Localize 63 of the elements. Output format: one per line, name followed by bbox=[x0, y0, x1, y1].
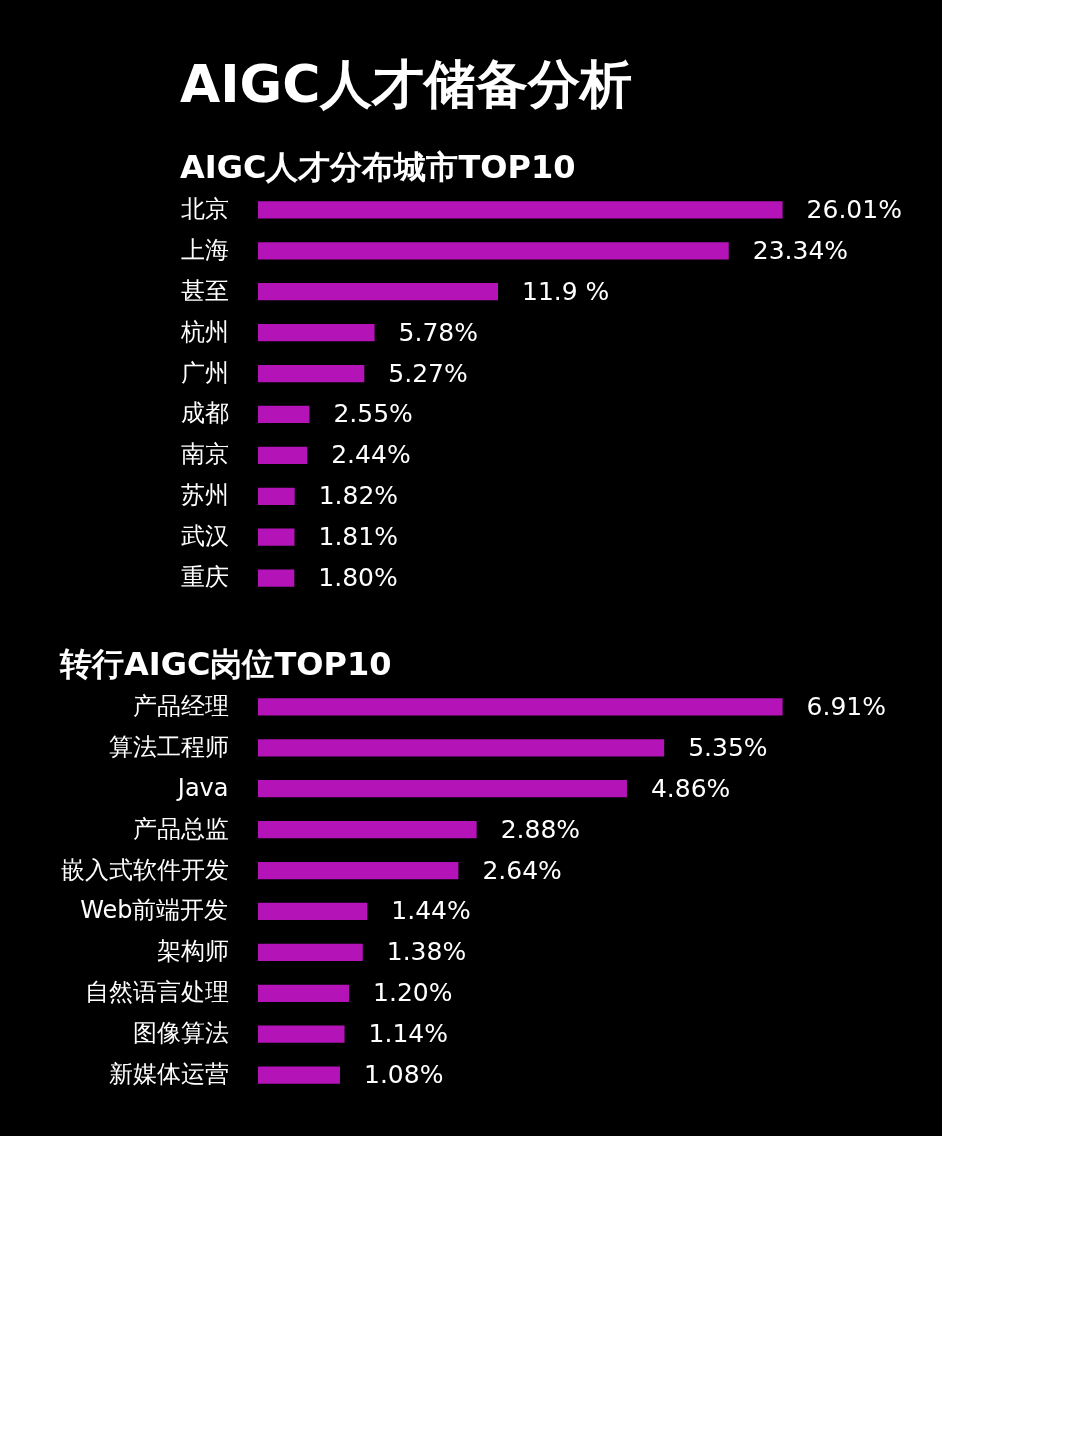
y-tick-label: 甚至 bbox=[180, 276, 229, 305]
bar bbox=[258, 283, 499, 301]
data-label: 1.82% bbox=[318, 481, 399, 511]
y-tick-label: 北京 bbox=[180, 194, 229, 223]
y-tick-label: 嵌入式软件开发 bbox=[60, 855, 229, 884]
bar bbox=[258, 943, 363, 961]
y-tick-label: 自然语言处理 bbox=[84, 978, 229, 1007]
bar bbox=[258, 364, 365, 383]
data-label: 1.14% bbox=[368, 1019, 448, 1049]
data-label: 2.55% bbox=[333, 399, 413, 429]
y-tick-label: Web前端开发 bbox=[80, 896, 229, 925]
y-tick-label: 成都 bbox=[180, 399, 229, 428]
bar bbox=[258, 1025, 345, 1043]
bar bbox=[258, 242, 729, 260]
data-label: 2.64% bbox=[482, 855, 562, 885]
bar bbox=[258, 446, 308, 464]
bar bbox=[258, 780, 627, 798]
bar bbox=[258, 902, 368, 921]
data-label: 5.78% bbox=[398, 317, 478, 347]
y-tick-label: 产品总监 bbox=[132, 814, 229, 843]
data-label: 5.27% bbox=[388, 358, 468, 388]
bar bbox=[258, 405, 310, 424]
chart-title: AIGC人才储备分析 bbox=[180, 54, 633, 114]
y-tick-label: 重庆 bbox=[180, 563, 229, 592]
bar bbox=[258, 528, 295, 546]
bar bbox=[258, 861, 459, 880]
chart-subtitle: AIGC人才分布城市TOP10 bbox=[180, 148, 576, 186]
bar bbox=[258, 821, 477, 839]
y-tick-label: 架构师 bbox=[156, 937, 229, 966]
y-tick-label: 产品经理 bbox=[132, 691, 229, 720]
data-label: 4.86% bbox=[650, 773, 731, 803]
data-label: 1.08% bbox=[363, 1060, 444, 1090]
bar bbox=[258, 487, 295, 505]
y-tick-label: 上海 bbox=[180, 235, 229, 264]
data-label: 2.44% bbox=[331, 440, 411, 470]
bar bbox=[258, 569, 295, 587]
bar bbox=[258, 324, 375, 342]
chart-title: 转行AIGC岗位TOP10 bbox=[59, 645, 392, 683]
data-label: 23.34% bbox=[752, 235, 849, 265]
data-label: 1.38% bbox=[386, 937, 467, 967]
bar bbox=[258, 984, 350, 1002]
data-label: 1.44% bbox=[391, 896, 471, 926]
data-label: 1.80% bbox=[318, 563, 398, 593]
data-label: 1.81% bbox=[318, 522, 398, 552]
bar bbox=[258, 739, 665, 757]
y-tick-label: 杭州 bbox=[179, 317, 229, 346]
y-tick-label: 苏州 bbox=[180, 481, 229, 510]
y-tick-label: 图像算法 bbox=[132, 1019, 229, 1048]
y-tick-label: 武汉 bbox=[180, 522, 229, 551]
bar bbox=[258, 1066, 340, 1084]
y-tick-label: 算法工程师 bbox=[108, 732, 229, 761]
data-label: 2.88% bbox=[500, 814, 581, 844]
y-tick-label: Java bbox=[175, 773, 229, 802]
y-tick-label: 南京 bbox=[180, 440, 229, 469]
data-label: 1.20% bbox=[373, 978, 453, 1008]
bar bbox=[258, 698, 783, 716]
y-tick-label: 新媒体运营 bbox=[108, 1060, 229, 1089]
data-label: 6.91% bbox=[806, 691, 887, 721]
data-label: 26.01% bbox=[806, 194, 902, 224]
data-label: 5.35% bbox=[688, 732, 768, 762]
data-label: 11.9 % bbox=[522, 276, 610, 306]
bar bbox=[258, 201, 783, 219]
y-tick-label: 广州 bbox=[180, 358, 229, 387]
